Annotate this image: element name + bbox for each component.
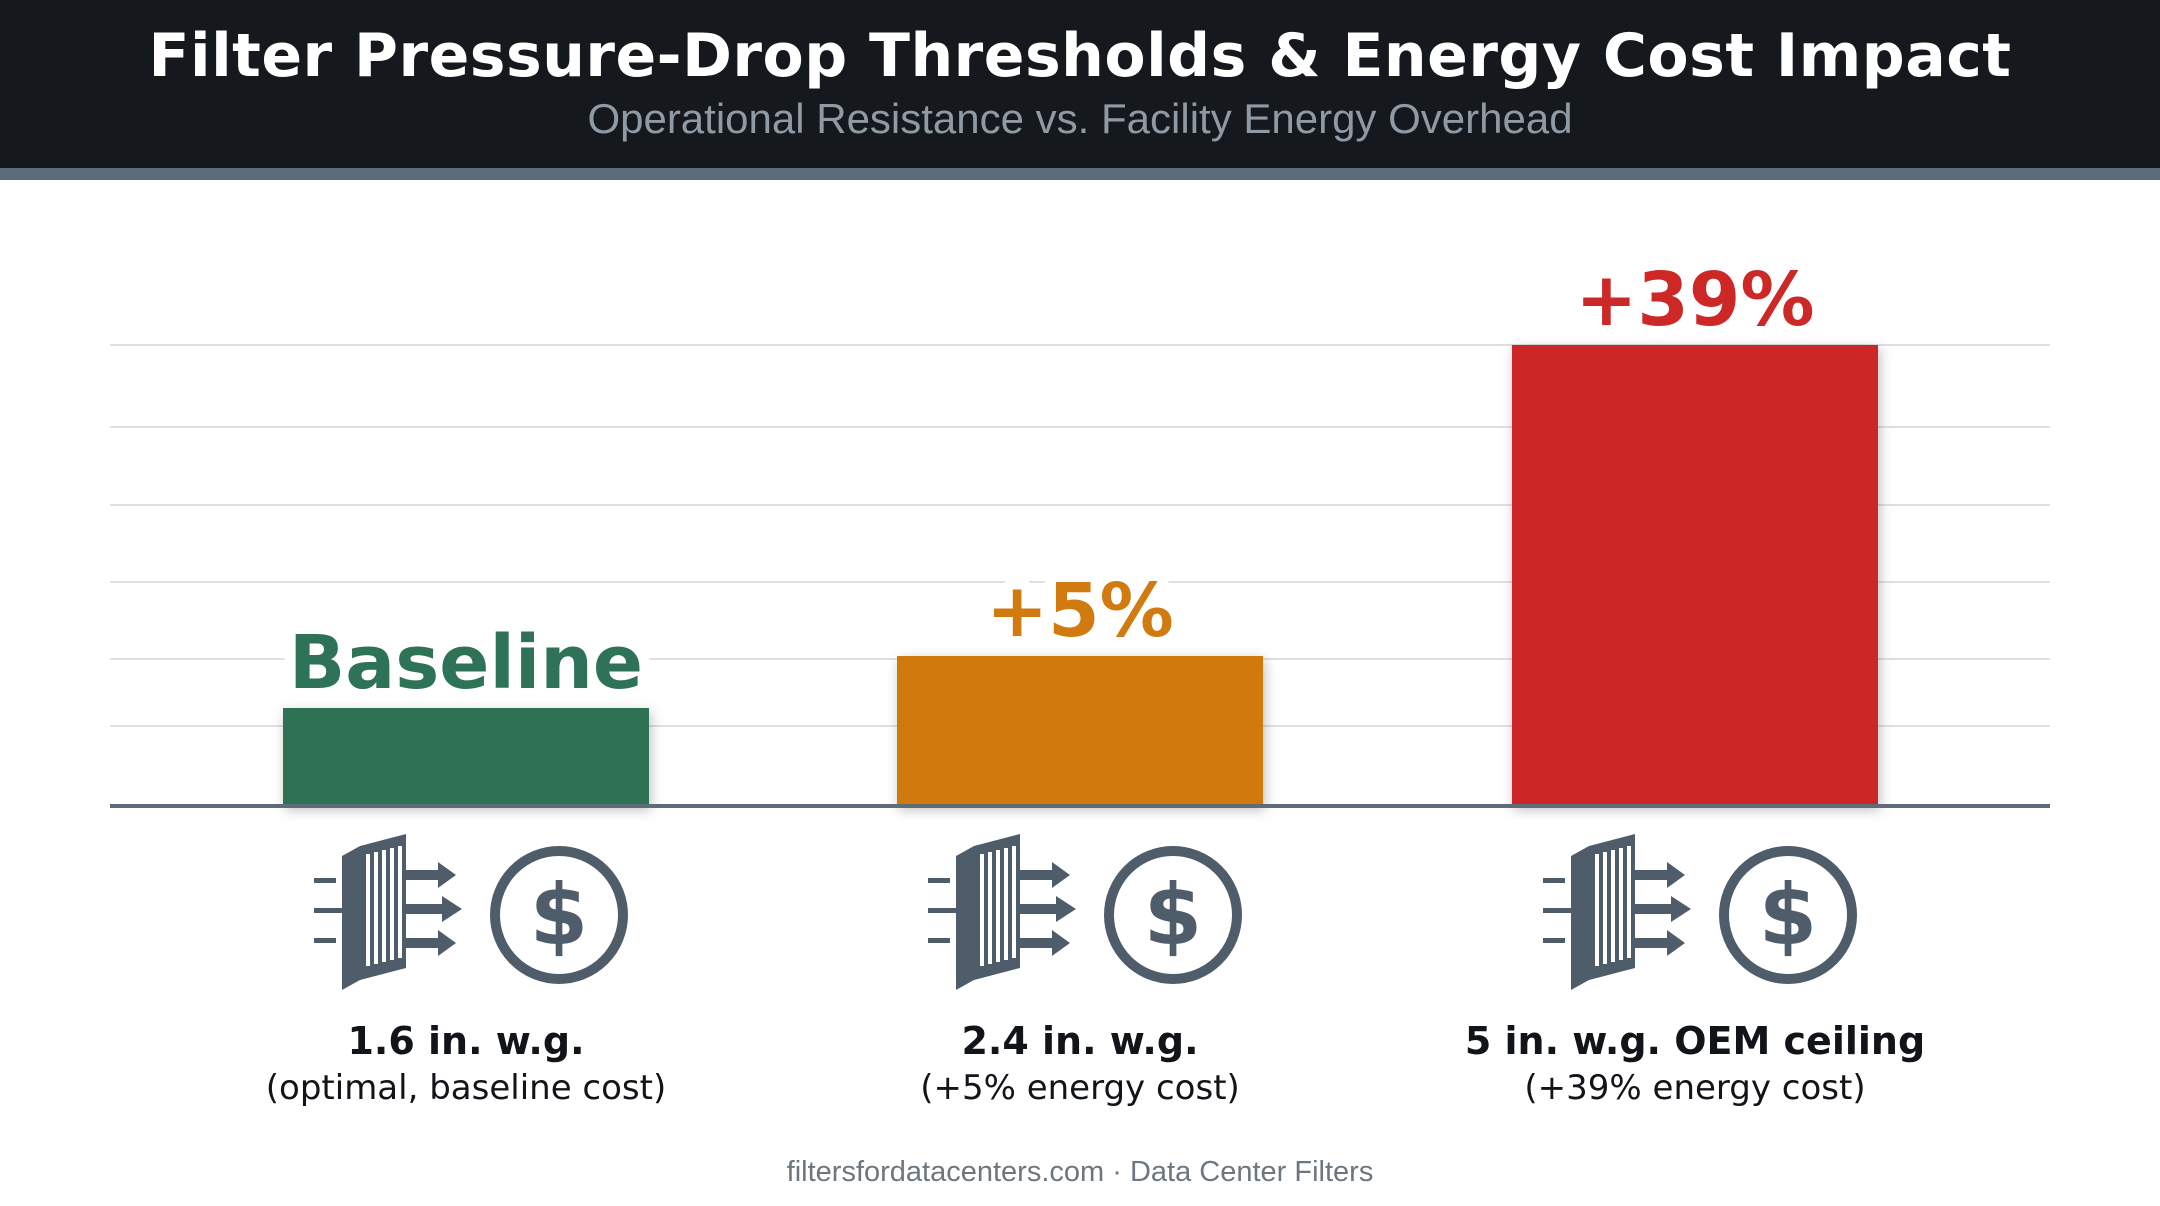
filter-airflow-icon [1535,830,1705,1004]
category-sublabel-3: (+39% energy cost) [1524,1068,1866,1108]
bar-3 [1512,345,1878,806]
category-icons-3: $ [1535,830,1875,1000]
dollar-icon: $ [1713,840,1863,994]
filter-airflow-icon [920,830,1090,1004]
svg-text:$: $ [530,866,588,964]
header-accent-stripe [0,168,2160,180]
filter-airflow-icon [306,830,476,1004]
dollar-icon: $ [1098,840,1248,994]
bar-1 [283,708,649,806]
chart-title: Filter Pressure-Drop Thresholds & Energy… [148,21,2012,91]
category-label-3: 5 in. w.g. OEM ceiling [1464,1019,1926,1063]
footer-credit: filtersfordatacenters.com · Data Center … [786,1156,1374,1188]
category-sublabel-1: (optimal, baseline cost) [265,1068,667,1108]
bar-chart: Baseline +5% +39% [110,246,2050,808]
category-icons-1: $ [306,830,646,1000]
bar-label-1: Baseline [289,620,643,706]
category-label-1: 1.6 in. w.g. [347,1019,585,1063]
dollar-icon: $ [484,840,634,994]
bar-2 [897,656,1263,806]
svg-text:$: $ [1759,866,1817,964]
category-icons-2: $ [920,830,1260,1000]
bar-label-3: +39% [1575,257,1814,343]
header-bar [0,0,2160,168]
category-sublabel-2: (+5% energy cost) [920,1068,1240,1108]
bar-label-2: +5% [986,568,1174,654]
chart-subtitle: Operational Resistance vs. Facility Ener… [587,95,1573,142]
bars: Baseline +5% +39% [278,246,1878,806]
svg-text:$: $ [1144,866,1202,964]
category-label-2: 2.4 in. w.g. [961,1019,1199,1063]
